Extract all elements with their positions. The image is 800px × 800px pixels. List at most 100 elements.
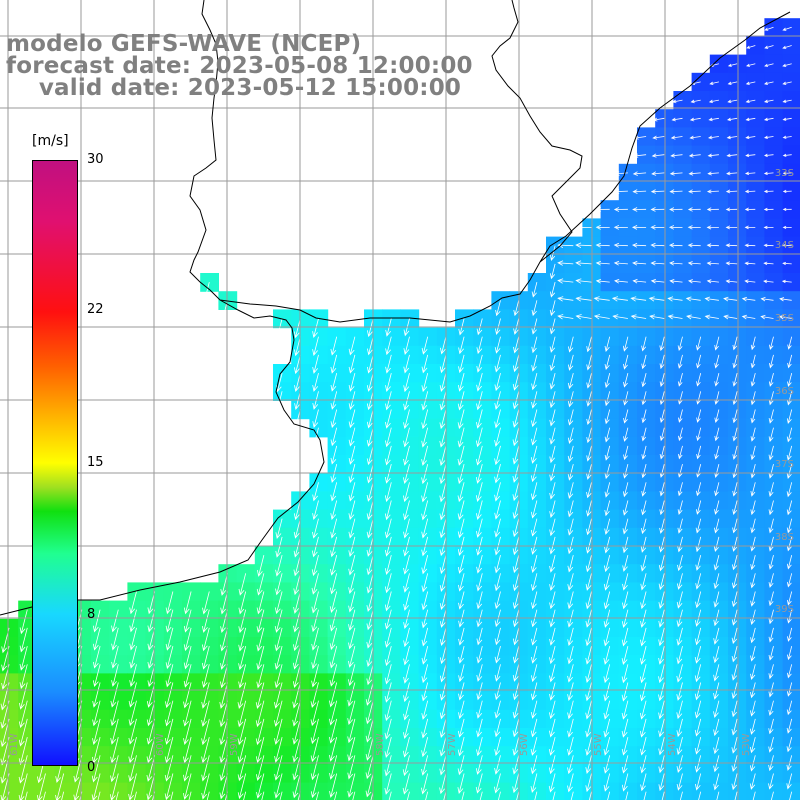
wind-arrow: [512, 755, 520, 775]
wind-arrow: [632, 207, 647, 212]
wind-arrow: [732, 554, 738, 571]
wind-arrow: [183, 755, 192, 782]
wind-arrow: [549, 427, 556, 445]
wind-speed-cell: [418, 782, 438, 800]
wind-arrow: [622, 555, 629, 572]
wind-arrow: [513, 318, 520, 335]
wind-arrow: [732, 336, 738, 351]
wind-arrow: [633, 153, 647, 158]
wind-arrow: [92, 682, 101, 708]
wind-arrow: [676, 682, 683, 701]
wind-arrow: [475, 482, 483, 502]
wind-arrow: [653, 117, 665, 122]
wind-arrow: [531, 300, 538, 317]
wind-arrow: [384, 555, 392, 576]
wind-arrow: [224, 791, 228, 800]
wind-arrow: [315, 791, 319, 800]
wind-arrow: [787, 664, 793, 679]
wind-speed-cell: [691, 163, 711, 183]
colorbar-tick-15: 15: [87, 455, 104, 470]
wind-arrow: [744, 279, 756, 284]
wind-arrow: [256, 755, 265, 782]
wind-arrow: [640, 555, 647, 572]
wind-arrow: [512, 700, 520, 719]
wind-arrow: [310, 700, 319, 727]
wind-arrow: [495, 318, 501, 335]
wind-arrow: [695, 773, 702, 791]
wind-arrow: [476, 591, 483, 610]
wind-arrow: [750, 536, 756, 552]
wind-arrow: [567, 700, 574, 720]
wind-arrow: [531, 373, 538, 391]
wind-arrows: [0, 26, 793, 800]
wind-arrow: [183, 737, 192, 764]
wind-arrow: [183, 718, 192, 746]
wind-arrow: [632, 171, 647, 176]
wind-arrow: [274, 591, 283, 615]
wind-arrow: [603, 664, 611, 684]
lon-label-58w: 58W: [375, 733, 386, 756]
wind-arrow: [567, 773, 574, 793]
wind-arrow: [613, 242, 628, 248]
wind-arrow: [347, 737, 356, 762]
wind-arrow: [687, 279, 701, 284]
wind-arrow: [749, 718, 756, 735]
wind-arrow: [640, 591, 647, 610]
wind-arrow: [744, 225, 756, 230]
wind-arrow: [366, 609, 374, 631]
wind-arrow: [604, 536, 611, 554]
wind-arrow: [421, 773, 429, 795]
wind-arrow: [659, 445, 665, 460]
wind-arrow: [530, 518, 538, 537]
wind-arrow: [622, 500, 629, 516]
wind-arrow: [694, 755, 702, 773]
wind-arrow: [275, 573, 283, 596]
wind-arrow: [659, 409, 665, 423]
wind-arrow: [366, 482, 374, 502]
wind-arrow: [695, 573, 702, 590]
wind-speed-cell: [637, 273, 656, 292]
wind-arrow: [641, 336, 647, 352]
wind-arrow: [632, 189, 647, 194]
wind-arrow: [786, 464, 793, 479]
wind-arrow: [531, 318, 538, 335]
wind-speed-cell: [673, 163, 693, 183]
wind-arrow: [329, 664, 338, 687]
wind-arrow: [713, 682, 720, 700]
wind-arrow: [530, 737, 538, 756]
wind-arrow: [403, 718, 410, 739]
wind-arrow: [676, 646, 683, 665]
wind-arrow: [457, 482, 465, 503]
wind-arrow: [439, 700, 447, 720]
wind-arrow: [713, 627, 720, 645]
wind-arrow: [595, 260, 610, 266]
wind-arrow: [659, 518, 665, 534]
wind-speed-cell: [764, 309, 784, 329]
wind-arrow: [549, 281, 556, 298]
wind-arrow: [687, 225, 701, 230]
wind-arrow: [669, 207, 683, 212]
wind-arrow: [403, 354, 410, 374]
wind-arrow: [439, 373, 447, 392]
wind-arrow: [92, 627, 101, 651]
wind-arrow: [549, 664, 556, 683]
wind-arrow: [677, 464, 683, 478]
wind-arrow: [744, 261, 756, 266]
wind-arrow: [384, 500, 392, 521]
wind-arrow: [133, 791, 137, 800]
wind-speed-cell: [673, 254, 693, 274]
wind-arrow: [293, 518, 301, 539]
wind-speed-field: [0, 18, 800, 800]
wind-arrow: [347, 682, 356, 707]
wind-arrow: [640, 627, 647, 647]
wind-arrow: [549, 536, 556, 555]
wind-arrow: [567, 737, 574, 756]
wind-arrow: [238, 591, 247, 615]
wind-arrow: [621, 682, 629, 702]
wind-arrow: [256, 591, 265, 615]
wind-arrow: [384, 773, 392, 795]
wind-arrow: [652, 135, 665, 140]
wind-arrow: [421, 737, 429, 758]
lon-label-54w: 54W: [667, 733, 678, 756]
wind-arrow: [129, 627, 137, 651]
